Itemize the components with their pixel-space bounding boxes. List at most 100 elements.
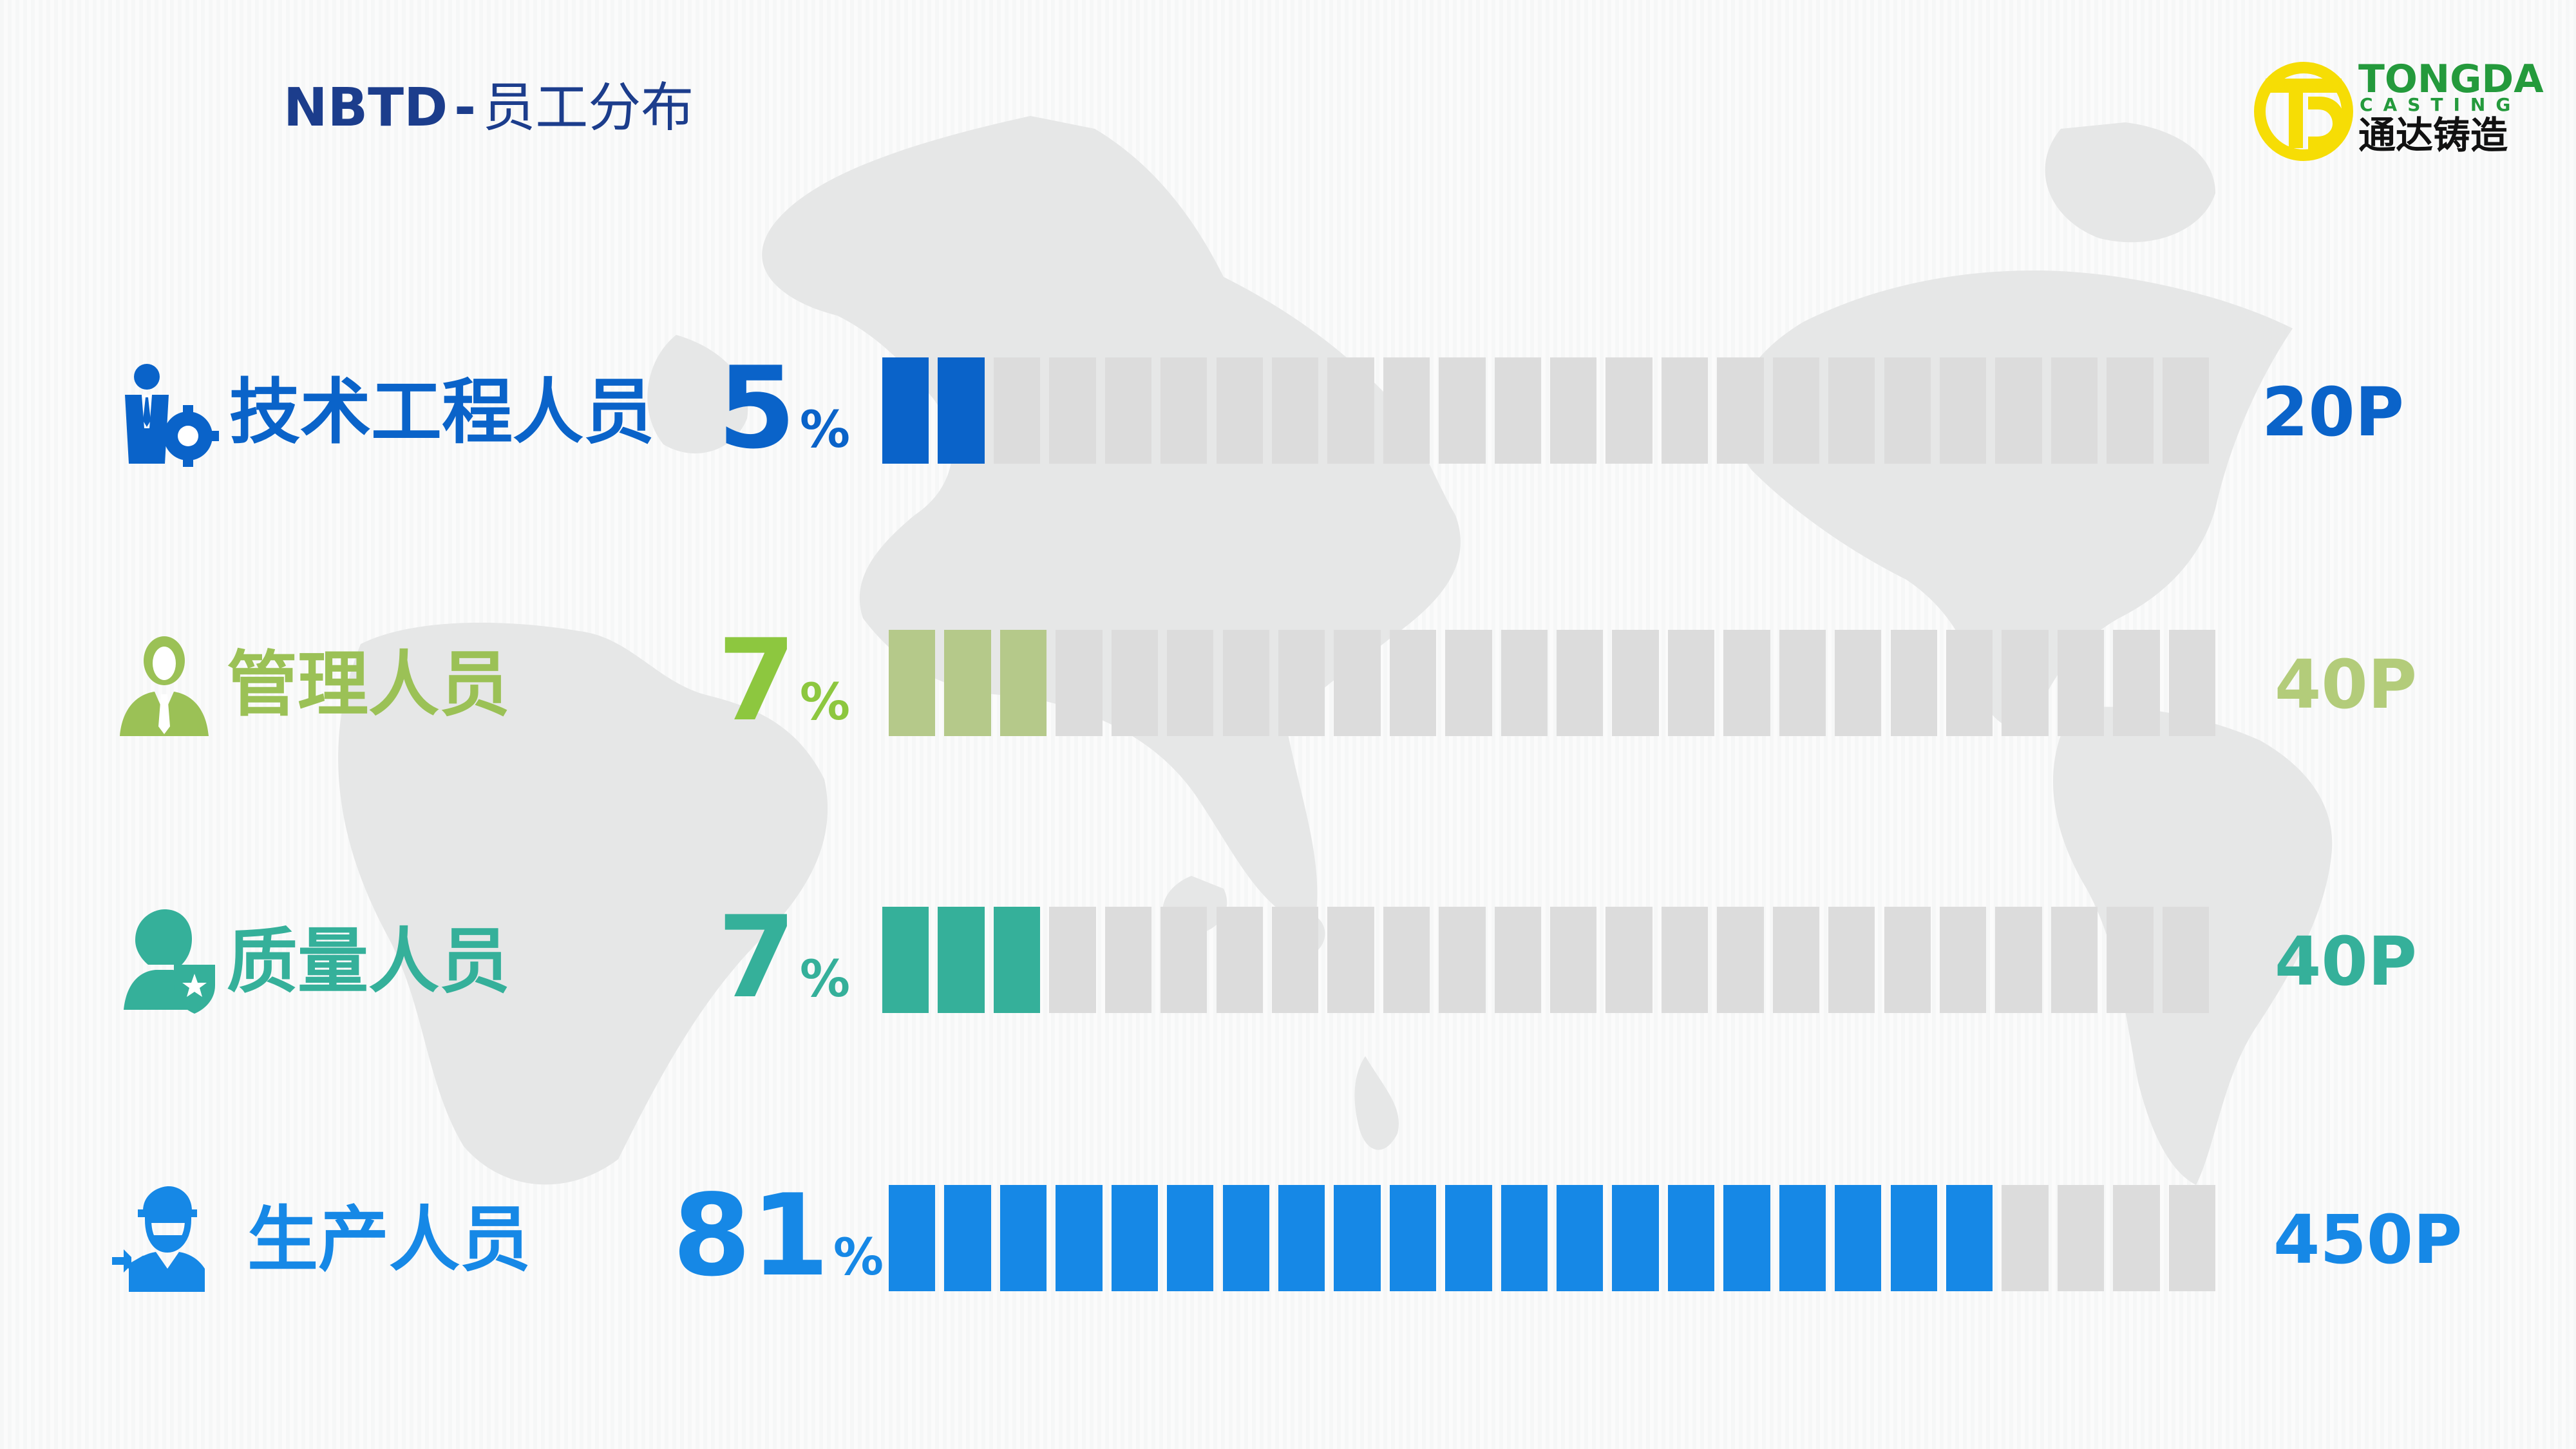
bar-segment-empty: [2107, 907, 2154, 1013]
bar-segment-empty: [2002, 630, 2049, 736]
row-percentage: 7%: [717, 894, 850, 1023]
bar-segment-empty: [1501, 630, 1548, 736]
bar-segment-filled: [999, 1185, 1047, 1291]
row-percentage-unit: %: [833, 1229, 884, 1287]
row-percentage-value: 81: [672, 1171, 829, 1302]
chart-row-production: 生产人员 81% 450P: [0, 1172, 2576, 1314]
logo-name-en: TONGDA: [2358, 57, 2544, 102]
bar-segment-filled: [889, 1185, 936, 1291]
engineer-gear-icon: [125, 364, 219, 467]
bar-segment-empty: [1389, 630, 1437, 736]
bar-segment-empty: [1160, 907, 1208, 1013]
chart-row-quality: 质量人员 7% 40P: [0, 894, 2576, 1036]
row-label: 技术工程人员: [229, 371, 654, 453]
bar-segment-filled: [938, 907, 985, 1013]
bar-segment-empty: [1494, 907, 1541, 1013]
title-text: 员工分布: [482, 77, 694, 138]
bar-segment-empty: [1383, 907, 1430, 1013]
bar-segment-filled: [1389, 1185, 1437, 1291]
page-title: NBTD - 员工分布: [283, 76, 694, 140]
bar-segment-filled: [1946, 1185, 1993, 1291]
bar-segment-filled: [1612, 1185, 1659, 1291]
bar-segment-empty: [2113, 630, 2160, 736]
bar-segment-empty: [1884, 357, 1931, 464]
bar-segment-empty: [1334, 630, 1381, 736]
bar-segment-filled: [1056, 1185, 1103, 1291]
bar-segment-filled: [944, 630, 991, 736]
company-logo: TONGDA CASTING 通达铸造: [2249, 57, 2544, 166]
row-label: 质量人员: [227, 920, 510, 1003]
bar-segment-empty: [1835, 630, 1882, 736]
bar-segment-empty: [1605, 357, 1653, 464]
segment-bar: [882, 907, 2209, 1013]
segment-bar: [889, 1185, 2215, 1291]
title-separator: -: [454, 77, 477, 138]
bar-segment-empty: [1167, 630, 1214, 736]
bar-segment-empty: [1550, 357, 1597, 464]
bar-segment-filled: [1835, 1185, 1882, 1291]
bar-segment-filled: [1779, 1185, 1826, 1291]
bar-segment-empty: [1995, 357, 2042, 464]
bar-segment-empty: [1383, 357, 1430, 464]
bar-segment-empty: [1271, 357, 1319, 464]
bar-segment-empty: [1661, 357, 1709, 464]
bar-segment-filled: [1723, 1185, 1770, 1291]
bar-segment-empty: [2168, 630, 2215, 736]
bar-segment-filled: [1501, 1185, 1548, 1291]
bar-segment-filled: [1890, 1185, 1937, 1291]
manager-icon: [120, 636, 209, 736]
bar-segment-empty: [2107, 357, 2154, 464]
bar-segment-empty: [2057, 630, 2105, 736]
bar-segment-empty: [1222, 630, 1269, 736]
bar-segment-filled: [889, 630, 936, 736]
row-percentage-unit: %: [799, 951, 850, 1009]
bar-segment-empty: [1278, 630, 1325, 736]
row-label: 管理人员: [227, 643, 510, 726]
bar-segment-empty: [1884, 907, 1931, 1013]
bar-segment-empty: [1723, 630, 1770, 736]
bar-segment-filled: [944, 1185, 991, 1291]
bar-segment-empty: [1890, 630, 1937, 736]
bar-segment-empty: [1772, 907, 1820, 1013]
bar-segment-empty: [1056, 630, 1103, 736]
bar-segment-empty: [1667, 630, 1715, 736]
row-percentage-value: 5: [717, 343, 796, 474]
bar-segment-filled: [1278, 1185, 1325, 1291]
row-percentage: 81%: [672, 1172, 884, 1301]
bar-segment-empty: [1828, 357, 1875, 464]
segment-bar: [882, 357, 2209, 464]
logo-name-en-sub: CASTING: [2360, 94, 2521, 115]
bar-segment-empty: [1939, 357, 1987, 464]
bar-segment-filled: [1667, 1185, 1715, 1291]
row-count: 20P: [2262, 373, 2404, 451]
bar-segment-empty: [1445, 630, 1492, 736]
bar-segment-empty: [1772, 357, 1820, 464]
bar-segment-empty: [2162, 907, 2209, 1013]
bar-segment-filled: [993, 907, 1041, 1013]
row-label: 生产人员: [247, 1198, 531, 1281]
bar-segment-empty: [1995, 907, 2042, 1013]
bar-segment-empty: [2002, 1185, 2049, 1291]
bar-segment-empty: [1111, 630, 1159, 736]
bar-segment-empty: [1550, 907, 1597, 1013]
bar-segment-empty: [1216, 357, 1263, 464]
bar-segment-empty: [1939, 907, 1987, 1013]
chart-row-management: 管理人员 7% 40P: [0, 617, 2576, 759]
bar-segment-filled: [1222, 1185, 1269, 1291]
bar-segment-empty: [1605, 907, 1653, 1013]
worker-wrench-icon: [112, 1186, 205, 1292]
bar-segment-empty: [1104, 357, 1152, 464]
bar-segment-empty: [1104, 907, 1152, 1013]
bar-segment-filled: [882, 907, 929, 1013]
bar-segment-empty: [2113, 1185, 2160, 1291]
bar-segment-filled: [1111, 1185, 1159, 1291]
bar-segment-empty: [1661, 907, 1709, 1013]
bar-segment-filled: [882, 357, 929, 464]
bar-segment-filled: [999, 630, 1047, 736]
logo-mark-icon: [2254, 62, 2353, 161]
row-count: 40P: [2275, 922, 2417, 1001]
bar-segment-filled: [1334, 1185, 1381, 1291]
bar-segment-filled: [938, 357, 985, 464]
row-percentage-unit: %: [799, 674, 850, 732]
bar-segment-empty: [1494, 357, 1541, 464]
